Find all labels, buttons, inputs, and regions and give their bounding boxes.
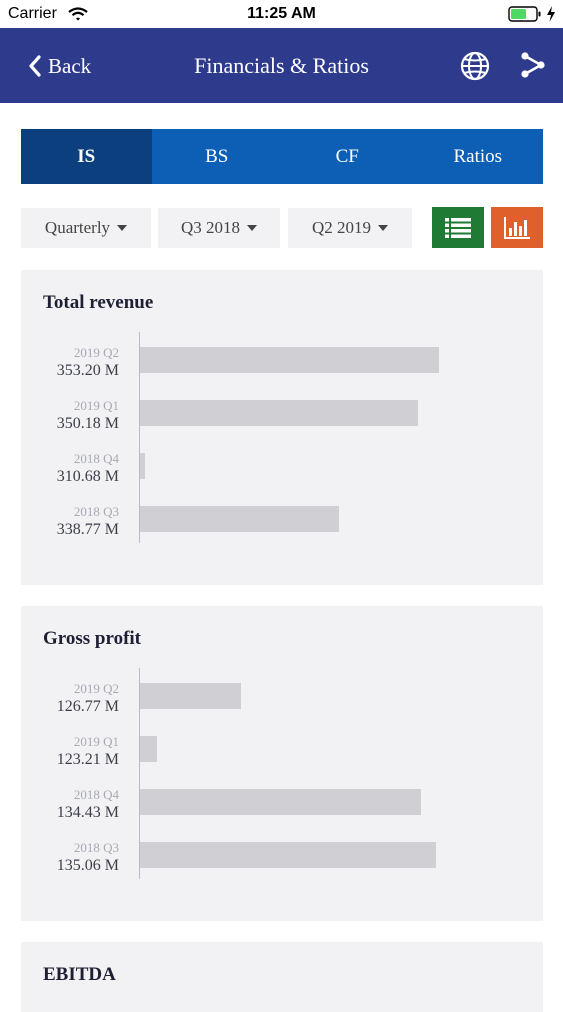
bar [140, 842, 436, 868]
bar [140, 683, 241, 709]
tab-cf[interactable]: CF [335, 145, 359, 167]
value-label: 123.21 M [56, 751, 119, 768]
chart-title: Total revenue [43, 292, 154, 313]
period-label: 2018 Q3 [73, 840, 119, 855]
page-title: Financials & Ratios [194, 53, 369, 78]
value-label: 126.77 M [56, 698, 119, 715]
chevron-left-icon [29, 55, 41, 77]
share-icon[interactable] [520, 51, 546, 79]
ebitda-card: EBITDA [21, 942, 543, 1012]
status-time: 11:25 AM [247, 5, 316, 22]
bar [140, 789, 421, 815]
back-button[interactable]: Back [28, 52, 91, 80]
statement-tabs: IS BS CF Ratios [21, 129, 543, 184]
period-type-value: Quarterly [44, 218, 111, 237]
chart-row: 2018 Q3 338.77 M [21, 504, 543, 554]
caret-down-icon [378, 225, 389, 231]
period-label: 2019 Q1 [73, 398, 119, 413]
value-label: 310.68 M [56, 468, 119, 485]
status-bar: Carrier 11:25 AM [0, 0, 563, 28]
to-period-value: Q2 2019 [311, 218, 372, 237]
chart-title: Gross profit [43, 628, 141, 649]
period-label: 2019 Q1 [73, 734, 119, 749]
chart-title: EBITDA [43, 964, 116, 985]
bar [140, 400, 418, 426]
chart-row: 2019 Q1 123.21 M [21, 734, 543, 784]
chart-axis [139, 668, 140, 879]
period-label: 2019 Q2 [73, 681, 119, 696]
table-view-button[interactable] [432, 207, 484, 248]
charging-bolt-icon [547, 6, 555, 22]
chart-axis [139, 332, 140, 543]
from-period-dropdown[interactable]: Q3 2018 [158, 208, 280, 248]
chart-view-button[interactable] [491, 207, 543, 248]
bar [140, 453, 145, 479]
period-label: 2018 Q4 [73, 451, 119, 466]
period-label: 2019 Q2 [73, 345, 119, 360]
value-label: 338.77 M [56, 521, 119, 538]
caret-down-icon [247, 225, 258, 231]
battery-icon [508, 6, 541, 22]
tab-ratios[interactable]: Ratios [453, 145, 503, 167]
globe-icon[interactable] [460, 51, 490, 81]
wifi-icon [68, 7, 88, 21]
chart-row: 2019 Q2 353.20 M [21, 345, 543, 395]
chart-row: 2019 Q2 126.77 M [21, 681, 543, 731]
bar [140, 506, 339, 532]
chart-row: 2019 Q1 350.18 M [21, 398, 543, 448]
value-label: 134.43 M [56, 804, 119, 821]
from-period-value: Q3 2018 [180, 218, 241, 237]
chart-row: 2018 Q4 134.43 M [21, 787, 543, 837]
value-label: 350.18 M [56, 415, 119, 432]
bar-chart-icon [504, 216, 530, 239]
chart-row: 2018 Q3 135.06 M [21, 840, 543, 890]
gross-profit-card: Gross profit 2019 Q2 126.77 M 2019 Q1 123.2… [21, 606, 543, 921]
list-icon [445, 217, 471, 238]
value-label: 135.06 M [56, 857, 119, 874]
back-label: Back [48, 53, 92, 78]
navigation-bar: Back Financials & Ratios [0, 28, 563, 103]
chart-row: 2018 Q4 310.68 M [21, 451, 543, 501]
value-label: 353.20 M [56, 362, 119, 379]
period-label: 2018 Q4 [73, 787, 119, 802]
tab-is[interactable]: IS [21, 129, 152, 184]
caret-down-icon [117, 225, 128, 231]
to-period-dropdown[interactable]: Q2 2019 [288, 208, 412, 248]
total-revenue-card: Total revenue 2019 Q2 353.20 M 2019 Q1 350.… [21, 270, 543, 585]
bar [140, 347, 439, 373]
period-type-dropdown[interactable]: Quarterly [21, 208, 151, 248]
tab-bs[interactable]: BS [205, 145, 229, 167]
carrier-label: Carrier [8, 5, 57, 22]
bar [140, 736, 157, 762]
period-label: 2018 Q3 [73, 504, 119, 519]
